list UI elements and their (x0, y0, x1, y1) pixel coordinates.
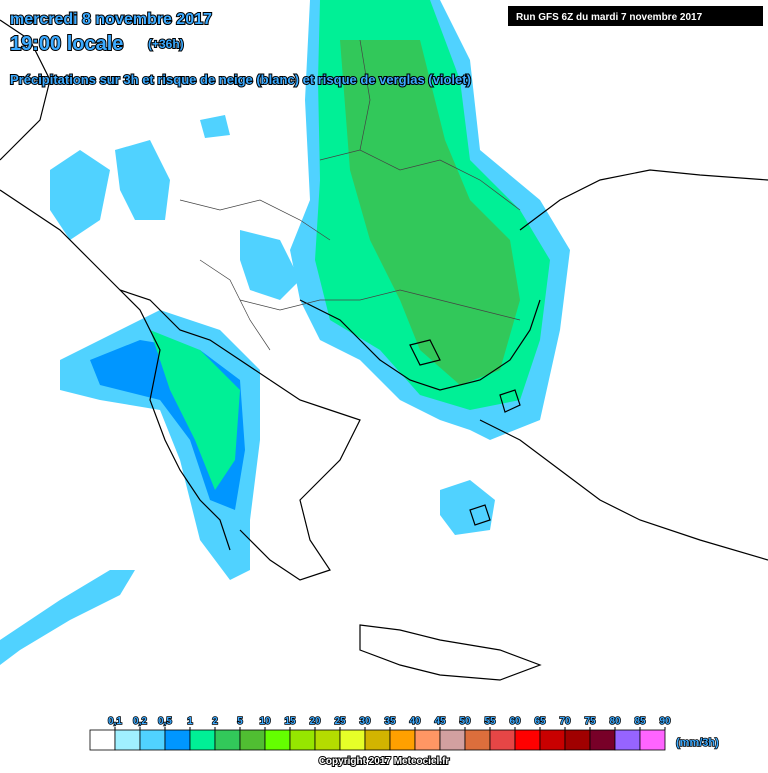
legend-tick-label: 50 (459, 716, 471, 727)
legend-tick-label: 70 (559, 716, 571, 727)
legend-tick-label: 1 (187, 716, 193, 727)
legend-tick-label: 45 (434, 716, 446, 727)
legend-tick-label: 5 (237, 716, 243, 727)
legend-tick-label: 0,1 (108, 716, 122, 727)
legend-tick-label: 75 (584, 716, 596, 727)
color-swatch (489, 729, 516, 751)
copyright: Copyright 2017 Meteociel.fr (319, 756, 450, 767)
date: mercredi 8 novembre 2017 (10, 11, 212, 28)
legend-tick-label: 15 (284, 716, 296, 727)
color-swatch (164, 729, 191, 751)
legend-tick-label: 35 (384, 716, 396, 727)
run-box (508, 6, 763, 26)
legend-tick-label: 85 (634, 716, 646, 727)
borders (179, 39, 521, 351)
run-info: Run GFS 6Z du mardi 7 novembre 2017 (516, 12, 703, 23)
color-swatch (139, 729, 166, 751)
color-swatch (264, 729, 291, 751)
color-swatch (589, 729, 616, 751)
color-swatch (514, 729, 541, 751)
legend: 0,1 0,2 0,5 1 2 5 10 15 20 25 30 35 40 45 50 55 60 65 70 75… (89, 715, 672, 751)
legend-tick-label: 55 (484, 716, 496, 727)
subtitle: Précipitations sur 3h et risque de neige… (10, 72, 471, 87)
legend-unit: (mm/3h) (676, 737, 719, 749)
legend-tick-label: 2 (212, 716, 218, 727)
color-swatch (639, 729, 666, 751)
lead-time: (+36h) (148, 37, 184, 51)
color-swatch (289, 729, 316, 751)
legend-tick-label: 60 (509, 716, 521, 727)
legend-tick-label: 40 (409, 716, 421, 727)
legend-tick-label: 90 (659, 716, 671, 727)
color-swatch (564, 729, 591, 751)
color-swatch (239, 729, 266, 751)
legend-tick-label: 30 (359, 716, 371, 727)
legend-tick-label: 20 (309, 716, 321, 727)
color-swatch (539, 729, 566, 751)
legend-tick-label: 10 (259, 716, 271, 727)
precipitation (0, 0, 570, 665)
legend-tick-label: 0,5 (158, 716, 172, 727)
color-swatch (464, 729, 491, 751)
color-swatch (364, 729, 391, 751)
color-swatch (314, 729, 341, 751)
color-swatch (89, 729, 116, 751)
time: 19:00 locale (10, 33, 123, 55)
color-swatch (114, 729, 141, 751)
color-swatch (214, 729, 241, 751)
color-swatch (439, 729, 466, 751)
legend-tick-label: 25 (334, 716, 346, 727)
legend-tick-label: 65 (534, 716, 546, 727)
legend-tick-label: 80 (609, 716, 621, 727)
color-swatch (414, 729, 441, 751)
legend-tick-label: 0,2 (133, 716, 147, 727)
color-swatch (614, 729, 641, 751)
coastlines (0, 19, 768, 681)
color-swatch (339, 729, 366, 751)
color-swatch (389, 729, 416, 751)
color-swatch (189, 729, 216, 751)
